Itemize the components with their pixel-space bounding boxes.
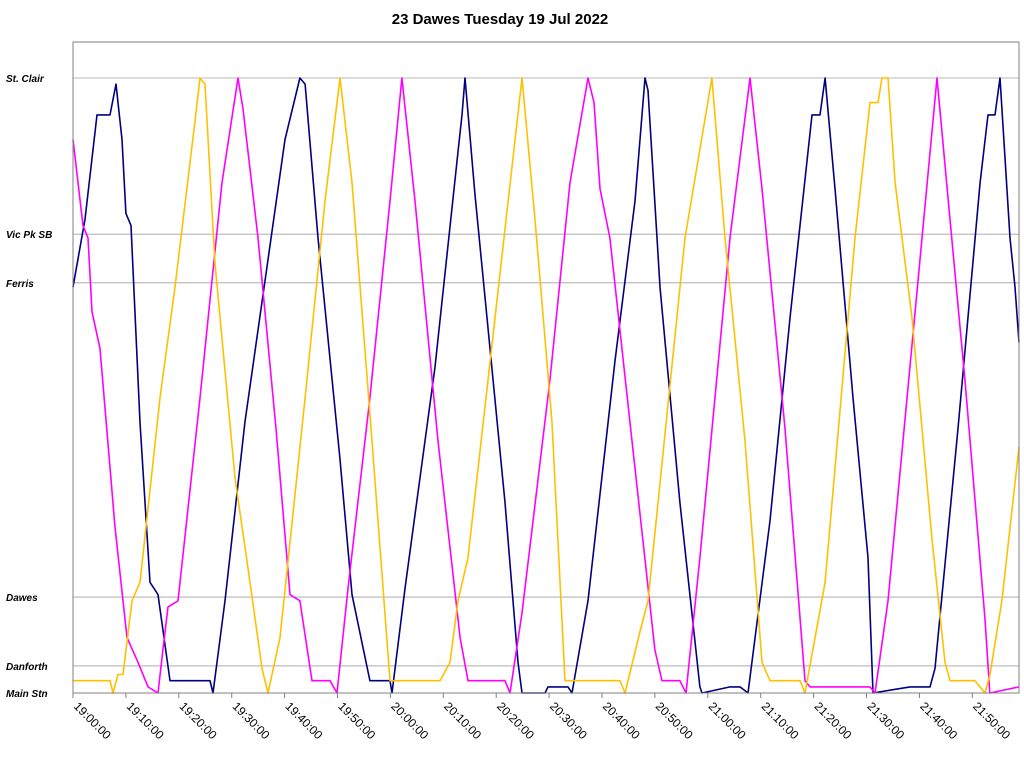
series-lines [72, 77, 1020, 694]
x-tick-label: 21:00:00 [706, 699, 749, 742]
stop-label: Ferris [6, 279, 34, 290]
x-tick-label: 21:50:00 [970, 699, 1013, 742]
x-tick-label: 19:30:00 [230, 699, 273, 742]
series-line-0 [72, 77, 1020, 694]
x-tick-label: 20:50:00 [653, 699, 696, 742]
x-tick-label: 20:30:00 [547, 699, 590, 742]
x-tick-label: 21:20:00 [811, 699, 854, 742]
x-tick-label: 20:00:00 [388, 699, 431, 742]
x-tick-label: 19:20:00 [177, 699, 220, 742]
x-tick-label: 19:50:00 [335, 699, 378, 742]
x-tick-label: 21:10:00 [759, 699, 802, 742]
stop-label: St. Clair [6, 74, 45, 85]
stop-label: Danforth [6, 662, 48, 673]
series-line-1 [72, 77, 1020, 694]
stop-label: Main Stn [6, 689, 48, 700]
x-tick-label: 20:10:00 [441, 699, 484, 742]
stop-label: Vic Pk SB [6, 230, 52, 241]
x-tick-label: 19:10:00 [124, 699, 167, 742]
x-tick-label: 20:20:00 [494, 699, 537, 742]
series-line-2 [73, 77, 1020, 694]
plot-area-border [72, 41, 1020, 694]
x-tick-label: 19:40:00 [282, 699, 325, 742]
y-axis-labels: Main Stn Danforth Dawes Ferris Vic Pk SB St. … [6, 74, 52, 700]
x-axis: 19:00:00 19:10:00 19:20:00 19:30:00 19:40:00… [71, 693, 1013, 742]
stop-label: Dawes [6, 593, 38, 604]
chart-title: 23 Dawes Tuesday 19 Jul 2022 [392, 11, 609, 28]
x-tick-label: 21:30:00 [864, 699, 907, 742]
gridlines [73, 77, 1019, 667]
x-tick-label: 21:40:00 [917, 699, 960, 742]
x-tick-label: 20:40:00 [600, 699, 643, 742]
x-tick-label: 19:00:00 [71, 699, 114, 742]
